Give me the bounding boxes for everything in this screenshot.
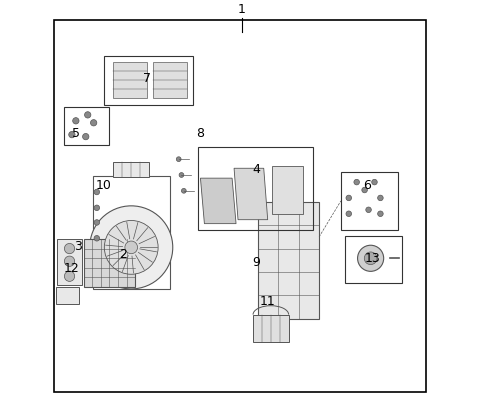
Text: 5: 5 <box>72 127 80 140</box>
Circle shape <box>362 188 367 193</box>
Circle shape <box>69 132 75 139</box>
Bar <box>113 163 149 178</box>
Bar <box>198 147 313 230</box>
Polygon shape <box>201 179 236 224</box>
Circle shape <box>72 118 79 125</box>
Bar <box>104 56 192 106</box>
Circle shape <box>179 173 184 178</box>
Circle shape <box>366 207 372 213</box>
Bar <box>258 202 319 319</box>
Circle shape <box>125 241 138 254</box>
Circle shape <box>90 206 173 289</box>
Circle shape <box>64 256 75 267</box>
Bar <box>57 240 82 285</box>
Polygon shape <box>272 167 303 214</box>
Circle shape <box>378 211 383 217</box>
Circle shape <box>64 271 75 282</box>
Circle shape <box>94 190 99 195</box>
Text: 7: 7 <box>143 72 151 85</box>
Circle shape <box>346 196 351 201</box>
Text: 13: 13 <box>365 251 380 264</box>
Text: 4: 4 <box>252 162 260 175</box>
Bar <box>154 63 187 99</box>
Text: 2: 2 <box>120 247 127 260</box>
Circle shape <box>354 180 360 185</box>
Text: 10: 10 <box>96 178 111 191</box>
Circle shape <box>91 120 97 127</box>
Circle shape <box>181 189 186 194</box>
Text: 11: 11 <box>260 294 276 307</box>
Circle shape <box>346 211 351 217</box>
Bar <box>84 240 135 287</box>
Circle shape <box>364 252 377 265</box>
Text: 8: 8 <box>196 127 204 140</box>
Text: 1: 1 <box>238 3 246 16</box>
Bar <box>64 108 109 145</box>
Circle shape <box>372 180 377 185</box>
Bar <box>341 173 398 230</box>
Circle shape <box>378 196 383 201</box>
Circle shape <box>84 113 91 119</box>
Circle shape <box>104 221 158 275</box>
Circle shape <box>64 244 75 254</box>
Text: 6: 6 <box>362 178 371 191</box>
Text: 12: 12 <box>64 261 80 274</box>
Bar <box>345 236 402 283</box>
Text: 3: 3 <box>74 239 82 252</box>
Bar <box>93 177 170 289</box>
Bar <box>113 63 147 99</box>
Bar <box>253 315 288 343</box>
Circle shape <box>83 134 89 141</box>
Circle shape <box>94 206 99 211</box>
Circle shape <box>358 245 384 272</box>
Polygon shape <box>234 169 268 220</box>
Circle shape <box>94 220 99 226</box>
Text: 9: 9 <box>252 255 260 268</box>
Circle shape <box>94 236 99 241</box>
Circle shape <box>176 158 181 162</box>
Bar <box>56 288 79 304</box>
